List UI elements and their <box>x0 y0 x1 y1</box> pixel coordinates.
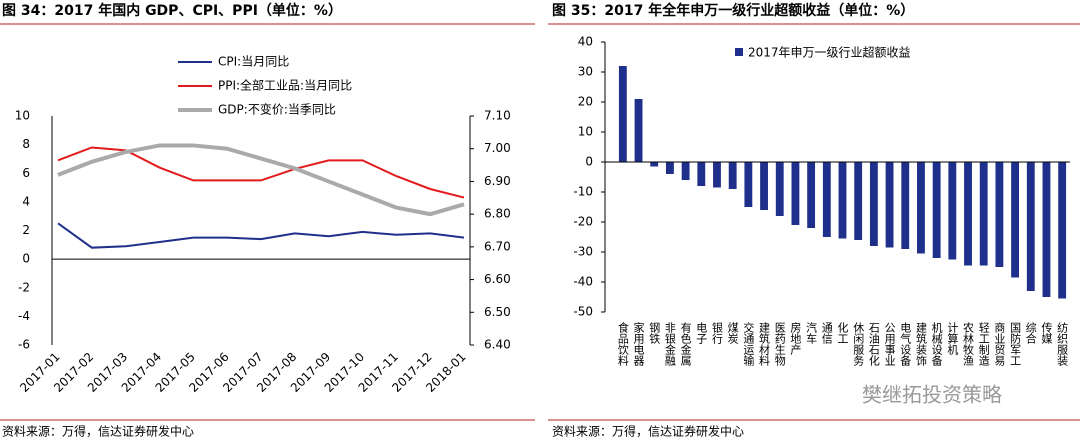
bar <box>1058 162 1067 299</box>
y2-tick-label: 6.60 <box>484 272 511 286</box>
y-tick-label: 6 <box>22 166 30 180</box>
x-tick-label: 计算机 <box>946 322 959 355</box>
bar <box>885 162 894 248</box>
bar <box>1026 162 1035 291</box>
y-tick-label: 40 <box>578 35 593 49</box>
bar <box>618 66 627 162</box>
bar <box>744 162 753 207</box>
y-tick-label: 10 <box>578 125 593 139</box>
x-tick-label: 机械设备 <box>930 321 943 367</box>
y-tick-label: -6 <box>18 338 30 352</box>
bar <box>650 162 659 167</box>
x-tick-label: 钢铁 <box>648 322 661 344</box>
bar <box>760 162 768 210</box>
y2-tick-label: 6.40 <box>484 338 511 352</box>
bar <box>964 162 972 266</box>
x-tick-label: 石油石化 <box>867 322 880 367</box>
y2-tick-label: 7.00 <box>484 141 511 155</box>
x-tick-label: 建筑装饰 <box>914 321 927 366</box>
y-tick-label: 2 <box>22 223 30 237</box>
x-tick-label: 国防军工 <box>1009 322 1022 366</box>
y-tick-label: 0 <box>585 155 593 169</box>
bar <box>822 162 831 237</box>
bar <box>1011 162 1020 278</box>
x-tick-label: 建筑材料 <box>758 321 771 367</box>
x-tick-label: 房地产 <box>789 322 802 356</box>
x-tick-label: 纺织服装 <box>1056 321 1069 367</box>
x-tick-label: 农林牧渔 <box>962 321 975 367</box>
x-tick-label: 非银金融 <box>663 322 676 367</box>
x-tick-label: 汽车 <box>805 321 818 345</box>
x-tick-label: 有色金属 <box>679 321 692 367</box>
series-line <box>57 143 465 217</box>
bar <box>665 162 674 174</box>
bar <box>681 162 690 180</box>
watermark: 樊继拓投资策略 <box>862 383 1002 407</box>
bar <box>932 162 941 258</box>
y-tick-label: 30 <box>578 65 593 79</box>
bar <box>1042 162 1051 297</box>
y2-tick-label: 6.50 <box>484 305 511 319</box>
x-tick-label: 综合 <box>1024 321 1037 344</box>
y-tick-label: -40 <box>573 275 593 289</box>
y-tick-label: 8 <box>22 137 30 151</box>
x-tick-label: 煤炭 <box>726 322 739 345</box>
bar <box>634 99 643 162</box>
x-tick-label: 公用事业 <box>883 322 896 366</box>
y-tick-label: -50 <box>573 305 593 319</box>
series-line <box>57 222 465 249</box>
x-tick-label: 银行 <box>710 321 723 345</box>
y-tick-label: 4 <box>22 194 30 208</box>
source: 资料来源：万得，信达证券研发中心 <box>552 424 744 439</box>
y2-tick-label: 6.70 <box>484 239 511 253</box>
x-tick-label: 化工 <box>836 321 849 344</box>
bar <box>869 162 878 246</box>
x-tick-label: 轻工制造 <box>977 321 990 366</box>
legend-label: GDP:不变价:当季同比 <box>218 102 336 117</box>
y-tick-label: 20 <box>578 95 593 109</box>
y-tick-label: -4 <box>18 309 30 323</box>
chart-title: 图 35：2017 年全年申万一级行业超额收益（单位：%） <box>552 2 914 19</box>
bar <box>979 162 988 266</box>
y2-tick-label: 6.80 <box>484 207 511 221</box>
legend-swatch <box>735 48 743 56</box>
bar <box>948 162 957 260</box>
bar <box>791 162 800 225</box>
y-tick-label: -10 <box>573 185 593 199</box>
legend-label: PPI:全部工业品:当月同比 <box>218 78 352 93</box>
bar <box>775 162 784 216</box>
x-tick-label: 医药生物 <box>773 322 786 366</box>
y-tick-label: 0 <box>22 252 30 266</box>
y-tick-label: -20 <box>573 215 593 229</box>
bar <box>901 162 910 249</box>
y2-tick-label: 6.90 <box>484 174 511 188</box>
x-tick-label: 交通运输 <box>742 321 755 367</box>
x-tick-label: 家用电器 <box>632 321 645 367</box>
source: 资料来源：万得，信达证券研发中心 <box>2 424 194 439</box>
bar <box>917 162 925 254</box>
bar <box>838 162 847 239</box>
bar <box>697 162 706 186</box>
x-tick-label: 电气设备 <box>899 322 912 367</box>
bar <box>713 162 721 188</box>
x-tick-label: 食品饮料 <box>616 321 629 367</box>
x-tick-label: 商业贸易 <box>993 321 1006 367</box>
y-tick-label: -30 <box>573 245 593 259</box>
bar <box>995 162 1004 267</box>
y-tick-label: 10 <box>15 109 30 123</box>
bar <box>807 162 816 228</box>
x-tick-label: 通信 <box>820 322 833 345</box>
y2-tick-label: 7.10 <box>484 109 511 123</box>
legend-label: 2017年申万一级行业超额收益 <box>748 45 911 60</box>
x-tick-label: 休闲服务 <box>852 322 865 366</box>
bar <box>728 162 737 189</box>
x-tick-label: 传媒 <box>1040 322 1053 345</box>
chart-title: 图 34：2017 年国内 GDP、CPI、PPI（单位：%） <box>2 2 342 19</box>
legend-label: CPI:当月同比 <box>218 55 289 69</box>
x-tick-label: 电子 <box>695 322 708 344</box>
bar <box>854 162 863 240</box>
y-tick-label: -2 <box>18 280 30 294</box>
